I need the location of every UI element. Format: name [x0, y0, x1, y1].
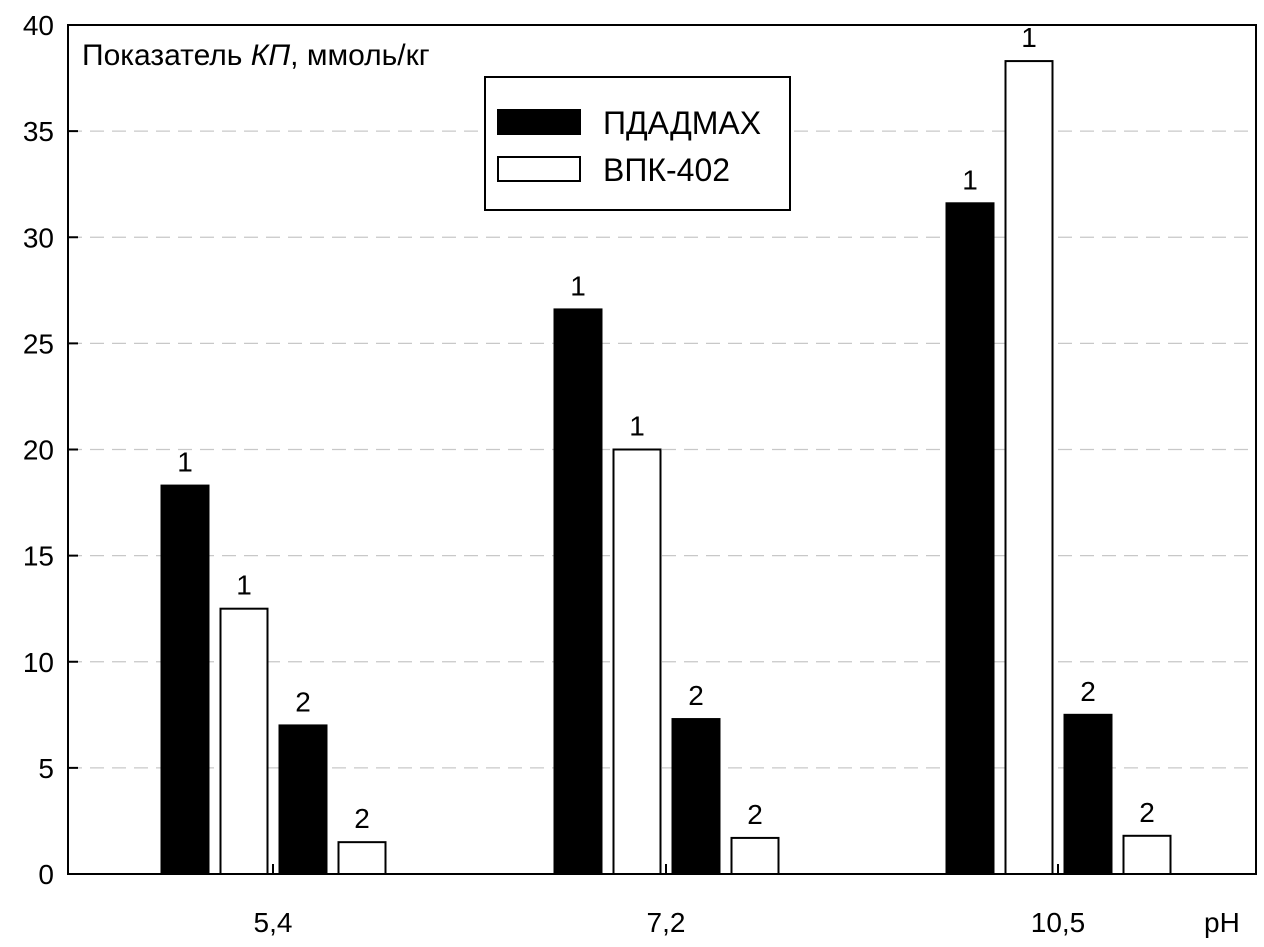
bar: [278, 724, 328, 875]
legend-label: ВПК-402: [603, 152, 730, 188]
bar-data-label: 1: [236, 570, 252, 601]
bar: [1063, 713, 1113, 875]
legend-swatch: [497, 109, 581, 135]
bar-data-label: 2: [1080, 676, 1096, 707]
bar: [1122, 834, 1172, 875]
bar: [160, 484, 210, 875]
bar-data-label: 2: [1139, 797, 1155, 828]
axes: 0 5 10 15 20 25 30 35 40 5,4 7,2 10,5: [23, 10, 1257, 938]
y-tick-label: 5: [38, 753, 54, 784]
legend: ПДАДМАХ ВПК-402: [484, 76, 791, 211]
y-tick-label: 0: [38, 859, 54, 890]
y-axis-label: Показатель КП, ммоль/кг: [82, 39, 430, 72]
legend-swatch: [497, 156, 581, 182]
bar-data-label: 2: [688, 680, 704, 711]
y-tick-label: 25: [23, 328, 54, 359]
x-axis-label: pH: [1204, 907, 1240, 938]
y-tick-label: 10: [23, 647, 54, 678]
y-tick-label: 15: [23, 541, 54, 572]
y-tick-label: 20: [23, 435, 54, 466]
bar-data-label: 2: [354, 803, 370, 834]
bar: [219, 607, 269, 875]
x-tick-label: 7,2: [647, 907, 686, 938]
bar-data-label: 1: [1021, 22, 1037, 53]
bar: [337, 841, 387, 875]
bar-data-label: 2: [747, 799, 763, 830]
bar-data-label: 1: [629, 411, 645, 442]
x-tick-label: 5,4: [254, 907, 293, 938]
y-tick-label: 30: [23, 222, 54, 253]
bar: [612, 448, 662, 875]
bar: [553, 308, 603, 876]
y-tick-label: 40: [23, 10, 54, 41]
bar: [1004, 60, 1054, 875]
bar: [945, 202, 995, 876]
y-tick-label: 35: [23, 116, 54, 147]
bars: 1 1 2 2 1 1 2 2 1 1 2 2: [160, 22, 1172, 876]
plot-frame: [67, 24, 1257, 875]
bar-data-label: 1: [177, 447, 193, 478]
x-tick-label: 10,5: [1031, 907, 1086, 938]
bar-data-label: 1: [570, 270, 586, 301]
legend-label: ПДАДМАХ: [603, 105, 761, 141]
bar: [730, 836, 780, 875]
legend-box: [484, 76, 791, 211]
bar-data-label: 1: [962, 164, 978, 195]
bar-data-label: 2: [295, 686, 311, 717]
bar: [671, 718, 721, 875]
